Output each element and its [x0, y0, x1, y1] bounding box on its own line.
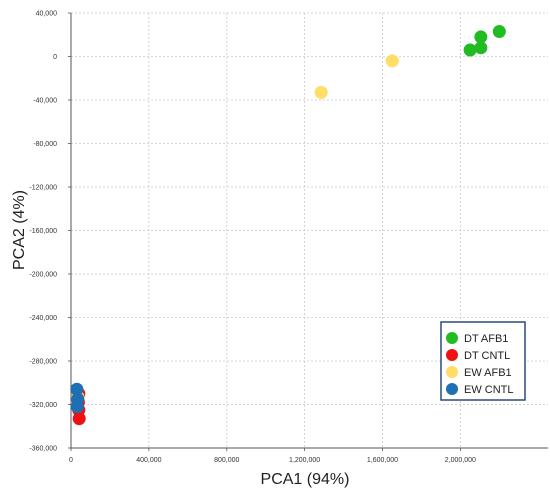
- point-dt-afb1: [463, 43, 477, 57]
- y-tick-label: -160,000: [29, 228, 57, 235]
- point-dt-cntl: [72, 412, 86, 426]
- point-ew-afb1: [385, 54, 399, 68]
- y-tick-label: -360,000: [29, 446, 57, 453]
- point-ew-cntl: [70, 400, 84, 414]
- data-points: [70, 24, 506, 426]
- x-tick-label: 1,200,000: [289, 457, 320, 464]
- legend-label-dt-afb1: DT AFB1: [464, 333, 508, 345]
- legend-marker-dt-afb1: [446, 332, 458, 344]
- legend-marker-ew-cntl: [446, 383, 458, 395]
- point-ew-cntl: [70, 382, 84, 396]
- y-tick-label: -200,000: [29, 272, 57, 279]
- x-tick-labels: 0 400,000 800,000 1,200,000 1,600,000 2,000,0…: [69, 457, 476, 464]
- point-ew-afb1: [314, 85, 328, 99]
- legend-label-ew-afb1: EW AFB1: [464, 367, 512, 379]
- y-tick-label: -40,000: [33, 98, 57, 105]
- y-tick-labels: 40,000 0 -40,000 -80,000 -120,000 -160,000 -20…: [29, 11, 57, 453]
- y-tick-label: -120,000: [29, 185, 57, 192]
- x-tick-label: 400,000: [136, 457, 161, 464]
- point-dt-afb1: [474, 41, 488, 55]
- legend-label-dt-cntl: DT CNTL: [464, 350, 510, 362]
- y-tick-label: -80,000: [33, 141, 57, 148]
- point-dt-afb1: [474, 30, 488, 44]
- y-tick-label: 0: [53, 54, 57, 61]
- point-dt-afb1: [492, 24, 506, 38]
- legend-marker-dt-cntl: [446, 349, 458, 361]
- legend: DT AFB1 DT CNTL EW AFB1 EW CNTL: [440, 321, 526, 401]
- legend-marker-ew-afb1: [446, 366, 458, 378]
- x-tick-label: 800,000: [214, 457, 239, 464]
- y-tick-label: 40,000: [36, 11, 58, 18]
- y-tick-label: -320,000: [29, 402, 57, 409]
- x-axis-title: PCA1 (94%): [261, 471, 350, 488]
- y-tick-label: -240,000: [29, 315, 57, 322]
- x-tick-label: 1,600,000: [367, 457, 398, 464]
- y-axis-title: PCA2 (4%): [11, 190, 28, 270]
- x-tick-label: 0: [69, 457, 73, 464]
- x-tick-label: 2,000,000: [445, 457, 476, 464]
- legend-label-ew-cntl: EW CNTL: [464, 384, 514, 396]
- y-tick-label: -280,000: [29, 359, 57, 366]
- axes: [68, 12, 548, 451]
